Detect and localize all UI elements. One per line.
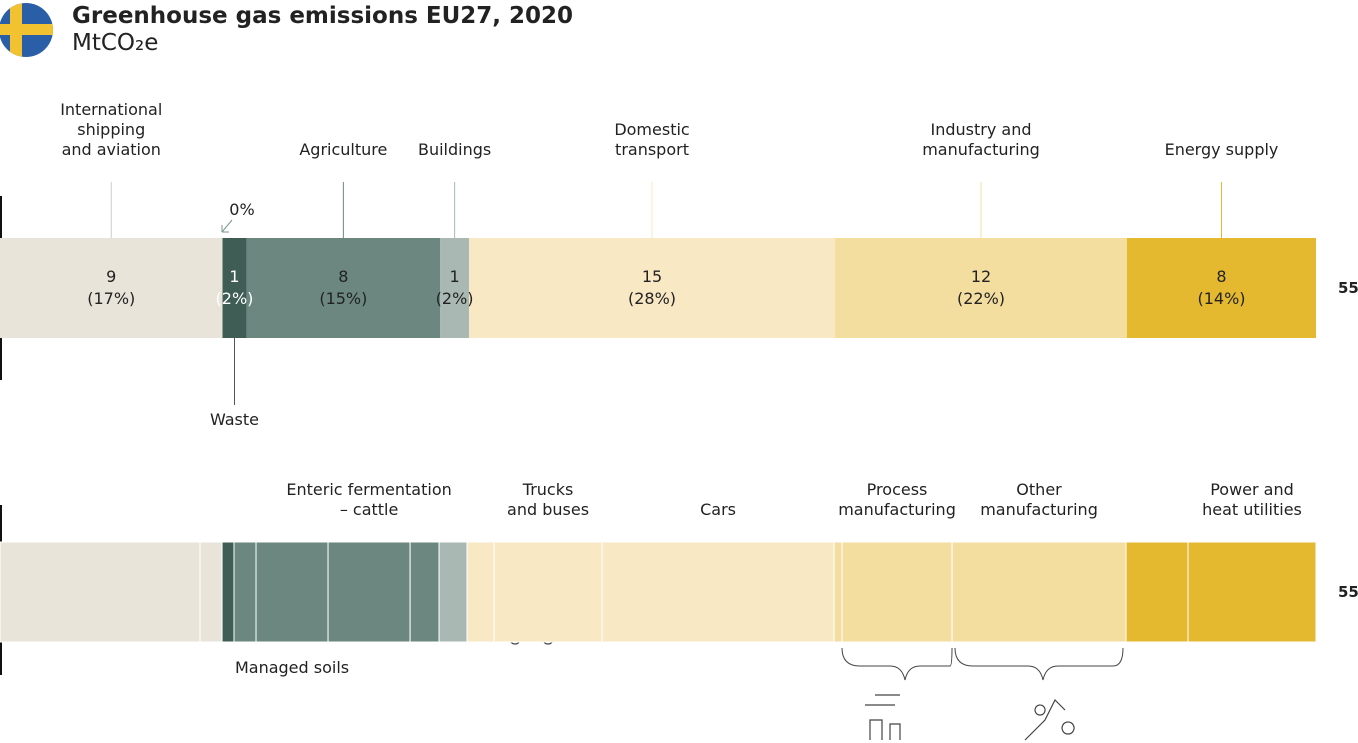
bar-segment — [841, 541, 953, 643]
bar-segment — [1126, 238, 1316, 338]
bar-segment — [221, 541, 235, 643]
category-label: Energy supply — [1164, 140, 1279, 159]
bar-segment — [1187, 541, 1317, 643]
bar-segment — [438, 541, 468, 643]
share-label: (22%) — [956, 289, 1006, 308]
bar-segment — [199, 541, 223, 643]
bar-segment — [1125, 541, 1189, 643]
share-label: (2%) — [215, 289, 254, 308]
bar-segment — [0, 541, 201, 643]
total-label: 55 — [1338, 279, 1358, 297]
annotation: 0% — [229, 200, 255, 219]
value-label: 8 — [338, 267, 349, 286]
robot-icon — [1024, 698, 1075, 741]
bar-segment — [835, 238, 1127, 338]
share-label: (15%) — [319, 289, 368, 308]
bar-segment — [493, 541, 603, 643]
bar-segment — [833, 541, 843, 643]
share-label: (17%) — [87, 289, 136, 308]
share-label: (14%) — [1197, 289, 1246, 308]
value-label: 9 — [106, 267, 117, 286]
value-label: 1 — [229, 267, 240, 286]
category-label: Process manufacturing — [838, 480, 956, 519]
category-label: Cars — [700, 500, 736, 519]
bar-segment — [468, 238, 836, 338]
subtitle: MtCO₂e — [72, 30, 159, 56]
category-label: Agriculture — [299, 140, 388, 159]
value-label: 1 — [449, 267, 460, 286]
category-label: Buildings — [417, 140, 492, 159]
total-label: 55 — [1338, 583, 1358, 601]
process-icon — [865, 694, 901, 740]
category-label: Enteric fermentation – cattle — [286, 480, 452, 519]
value-label: 12 — [970, 267, 992, 286]
category-label: Managed soils — [234, 658, 350, 677]
category-label: Waste — [209, 410, 260, 429]
bar-segment — [0, 238, 223, 338]
category-label: International shipping and aviation — [60, 100, 163, 159]
bar-segment — [327, 541, 411, 643]
bar-segment — [601, 541, 835, 643]
share-label: (28%) — [627, 289, 677, 308]
value-label: 15 — [641, 267, 663, 286]
category-label: Domestic transport — [614, 120, 690, 159]
bar-segment — [951, 541, 1127, 643]
bar-segment — [246, 238, 441, 338]
category-label: Industry and manufacturing — [922, 120, 1040, 159]
value-label: 8 — [1216, 267, 1227, 286]
bar-segment — [466, 541, 495, 643]
brace — [841, 647, 1124, 681]
category-label: Trucks and buses — [507, 480, 590, 519]
bar-segment — [440, 238, 469, 338]
bar-segment — [233, 541, 257, 643]
category-label: Power and heat utilities — [1202, 480, 1302, 519]
share-label: (2%) — [435, 289, 474, 308]
bar-segment — [409, 541, 440, 643]
flag — [0, 3, 53, 57]
bar-segment — [222, 238, 247, 338]
annotation-arrow — [221, 219, 233, 233]
title: Greenhouse gas emissions EU27, 2020 — [72, 3, 574, 29]
bar-segment — [255, 541, 329, 643]
category-label: Other manufacturing — [980, 480, 1098, 519]
